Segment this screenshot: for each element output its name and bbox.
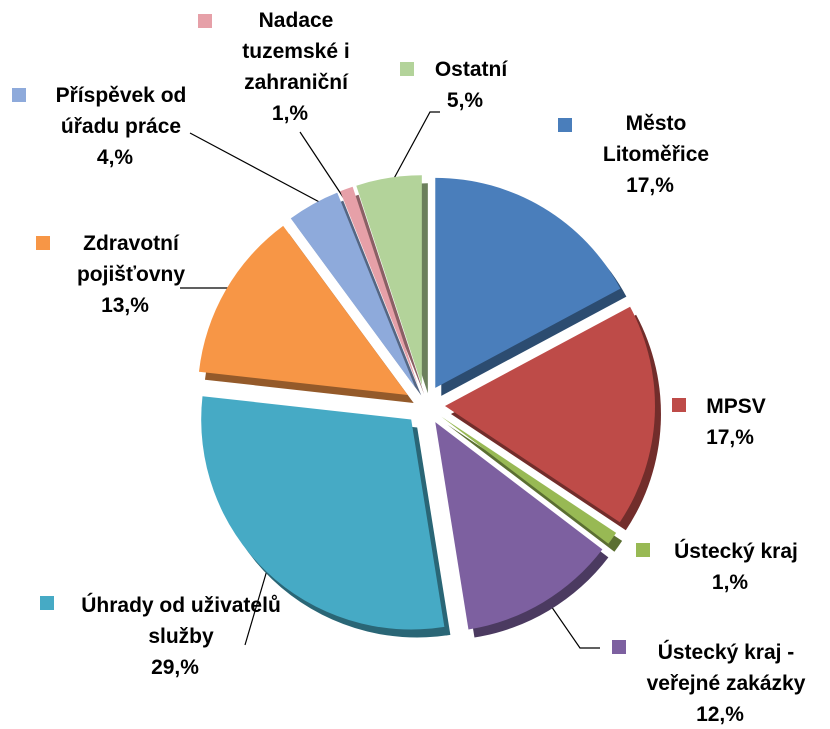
leader-line [244,559,271,646]
leader-line [539,589,600,649]
legend-swatch [672,398,686,412]
slice [340,186,419,387]
value-label: 1,% [271,102,309,125]
slice [435,422,603,630]
slice [441,416,617,544]
legend-swatch [12,88,26,102]
data-label: Ústecký kraj - veřejné zakázky 12,% [625,637,815,729]
value-label: 12,% [696,703,744,726]
legend-swatch [558,118,572,132]
legend-swatch [40,596,54,610]
data-label: Ústecký kraj 1,% [655,536,805,598]
slice [201,396,445,630]
data-label: Město Litoměřice 17,% [575,108,725,201]
data-label: Zdravotní pojišťovny 13,% [50,228,200,321]
value-label: 13,% [101,294,149,317]
data-label: Příspěvek od úřadu práce 4,% [30,80,200,173]
leader-line [189,132,326,206]
leader-line [384,111,440,196]
category-name: Ústecký kraj [674,540,798,563]
value-label: 5,% [446,89,484,112]
data-label: MPSV 17,% [690,391,770,453]
value-label: 17,% [706,426,754,449]
value-label: 17,% [626,174,674,197]
data-label: Nadace tuzemské i zahraniční 1,% [215,5,365,129]
category-name: MPSV [706,395,766,418]
slice [435,177,621,388]
leader-lines [180,111,600,649]
category-name: Město Litoměřice [602,112,710,166]
slice [356,175,422,386]
slice [444,306,655,523]
legend-swatch [400,62,414,76]
category-name: Nadace tuzemské i zahraniční [242,9,350,94]
leader-line [299,131,346,201]
legend-swatch [198,14,212,28]
legend-swatch [636,543,650,557]
value-label: 1,% [711,571,749,594]
value-label: 4,% [96,146,134,169]
category-name: Zdravotní pojišťovny [76,232,186,286]
legend-swatch [36,236,50,250]
category-name: Úhrady od uživatelů služby [81,594,281,648]
category-name: Ostatní [434,58,508,81]
category-name: Ústecký kraj - veřejné zakázky [646,641,806,695]
category-name: Příspěvek od úřadu práce [55,84,187,138]
value-label: 29,% [151,656,199,679]
legend-swatch [612,640,626,654]
slice [198,225,408,395]
data-label: Úhrady od uživatelů služby 29,% [60,590,290,683]
slice [290,192,416,388]
data-label: Ostatní 5,% [415,54,515,116]
